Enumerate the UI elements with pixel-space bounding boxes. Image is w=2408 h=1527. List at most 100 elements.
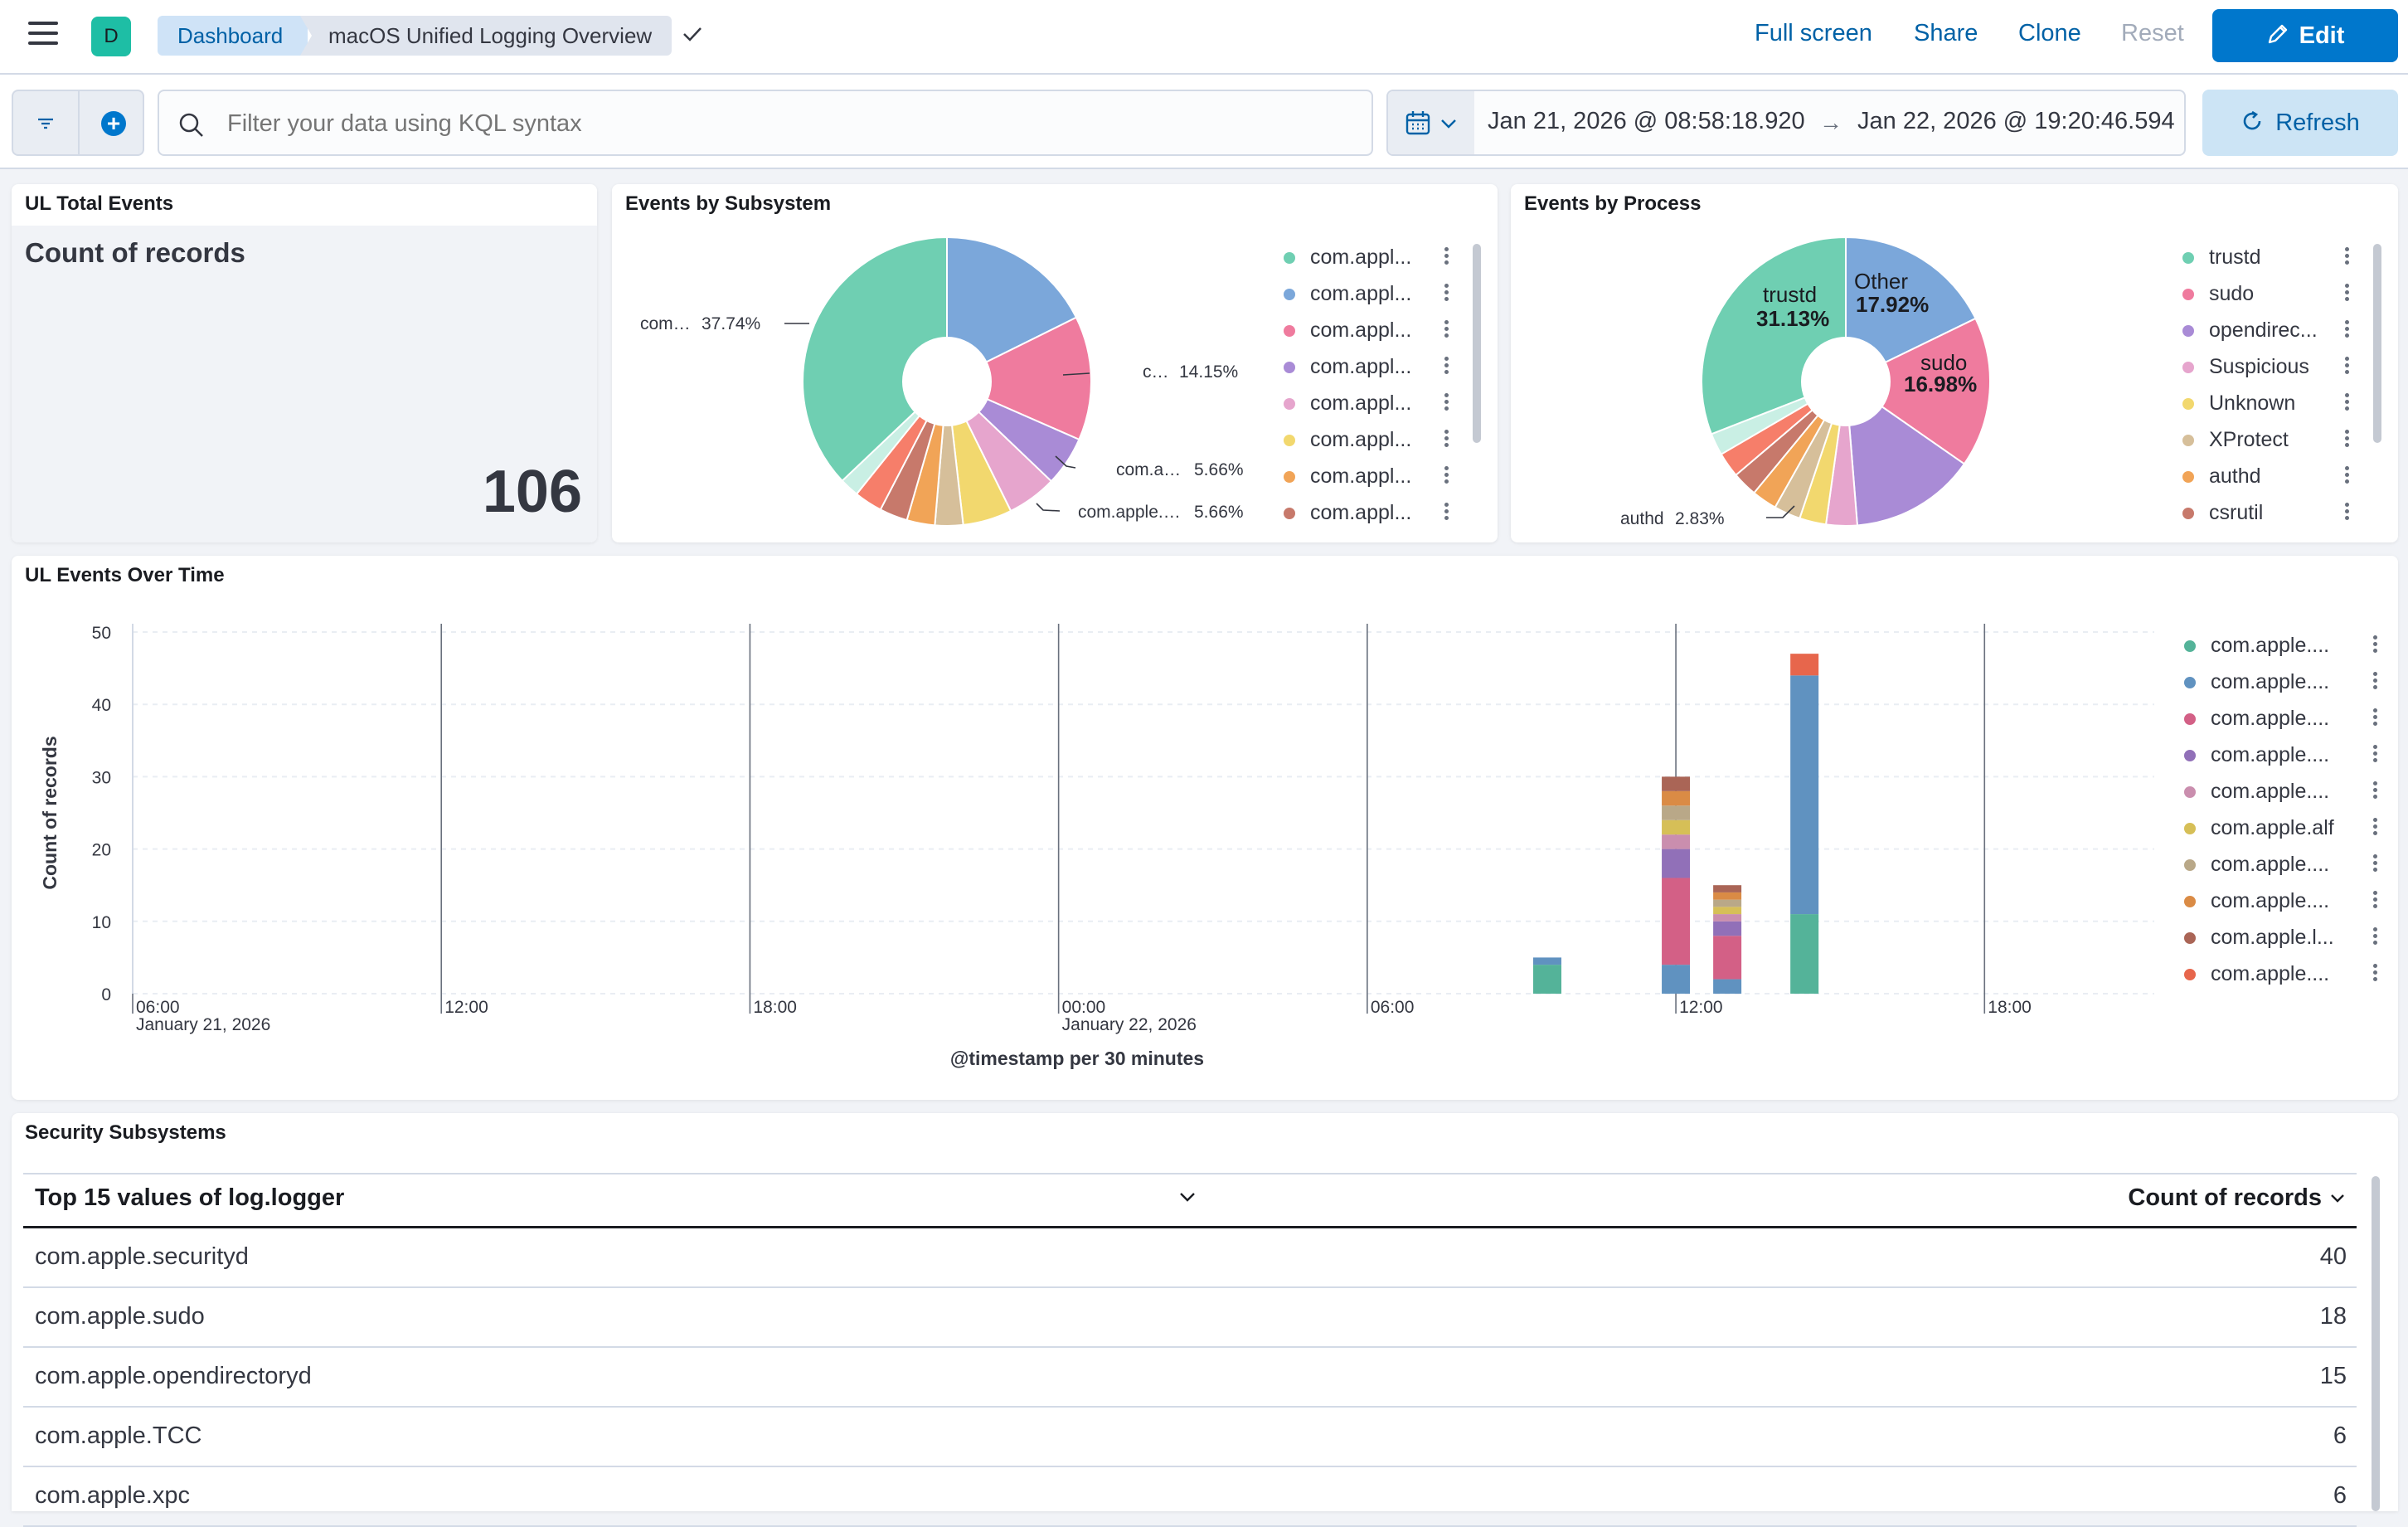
legend-item[interactable]: com.apple.... bbox=[2184, 886, 2400, 916]
bar-segment[interactable] bbox=[1662, 878, 1691, 965]
column-header-count[interactable]: Count of records bbox=[2128, 1184, 2347, 1212]
refresh-button[interactable]: Refresh bbox=[2202, 90, 2398, 156]
bar-segment[interactable] bbox=[1662, 805, 1691, 820]
bar-segment[interactable] bbox=[1713, 921, 1742, 936]
pie-slice[interactable] bbox=[944, 316, 1092, 441]
bar-segment[interactable] bbox=[1713, 907, 1742, 915]
pie-slice[interactable] bbox=[1844, 379, 1966, 527]
legend-item[interactable]: com.apple.... bbox=[2184, 849, 2400, 879]
bar-segment[interactable] bbox=[1662, 849, 1691, 878]
legend-actions-icon[interactable] bbox=[2345, 430, 2350, 450]
legend-actions-icon[interactable] bbox=[1444, 430, 1449, 450]
bar-segment[interactable] bbox=[1662, 965, 1691, 994]
legend-item[interactable]: com.apple.... bbox=[2184, 740, 2400, 770]
legend-actions-icon[interactable] bbox=[2373, 635, 2378, 655]
legend-actions-icon[interactable] bbox=[2373, 891, 2378, 911]
bar-segment[interactable] bbox=[1532, 957, 1561, 965]
table-scrollbar[interactable] bbox=[2372, 1176, 2380, 1511]
bar-segment[interactable] bbox=[1713, 979, 1742, 994]
legend-actions-icon[interactable] bbox=[2373, 818, 2378, 838]
legend-actions-icon[interactable] bbox=[2345, 393, 2350, 413]
legend-actions-icon[interactable] bbox=[2373, 854, 2378, 874]
pie-slice[interactable] bbox=[1844, 317, 1991, 465]
bar-segment[interactable] bbox=[1662, 790, 1691, 806]
pie-slice[interactable] bbox=[802, 236, 948, 483]
legend-actions-icon[interactable] bbox=[1444, 320, 1449, 340]
legend-item[interactable]: com.appl... bbox=[1284, 388, 1499, 418]
legend-actions-icon[interactable] bbox=[2373, 927, 2378, 947]
bar-segment[interactable] bbox=[1713, 914, 1742, 922]
bar-segment[interactable] bbox=[1790, 675, 1819, 915]
legend-scrollbar[interactable] bbox=[1473, 244, 1481, 443]
legend-actions-icon[interactable] bbox=[2345, 503, 2350, 523]
table-row[interactable]: com.apple.opendirectoryd 15 bbox=[23, 1346, 2357, 1408]
legend-item[interactable]: com.apple.alf bbox=[2184, 813, 2400, 843]
bar-segment[interactable] bbox=[1790, 654, 1819, 676]
bar-segment[interactable] bbox=[1662, 776, 1691, 791]
legend-item[interactable]: Suspicious bbox=[2182, 352, 2398, 382]
legend-actions-icon[interactable] bbox=[2345, 466, 2350, 486]
legend-item[interactable]: com.apple.... bbox=[2184, 667, 2400, 697]
clone-button[interactable]: Clone bbox=[2018, 20, 2081, 46]
legend-item[interactable]: csrutil bbox=[2182, 498, 2398, 528]
legend-actions-icon[interactable] bbox=[1444, 503, 1449, 523]
bar-segment[interactable] bbox=[1713, 892, 1742, 900]
bar-segment[interactable] bbox=[1790, 914, 1819, 994]
search-input[interactable] bbox=[226, 91, 1357, 156]
legend-item[interactable]: com.appl... bbox=[1284, 498, 1499, 528]
legend-actions-icon[interactable] bbox=[2373, 781, 2378, 801]
table-row[interactable]: com.apple.xpc 6 bbox=[23, 1466, 2357, 1527]
edit-button[interactable]: Edit bbox=[2212, 9, 2398, 62]
quick-date-menu[interactable] bbox=[1388, 91, 1474, 154]
legend-item[interactable]: com.apple.... bbox=[2184, 776, 2400, 806]
legend-item[interactable]: com.apple.... bbox=[2184, 630, 2400, 660]
legend-actions-icon[interactable] bbox=[1444, 247, 1449, 267]
legend-item[interactable]: com.appl... bbox=[1284, 352, 1499, 382]
legend-item[interactable]: Unknown bbox=[2182, 388, 2398, 418]
reset-button[interactable]: Reset bbox=[2121, 20, 2184, 46]
legend-item[interactable]: com.appl... bbox=[1284, 425, 1499, 455]
table-row[interactable]: com.apple.TCC 6 bbox=[23, 1406, 2357, 1467]
legend-item[interactable]: com.apple.... bbox=[2184, 703, 2400, 733]
date-end[interactable]: Jan 22, 2026 @ 19:20:46.594 bbox=[1857, 108, 2175, 134]
legend-actions-icon[interactable] bbox=[1444, 357, 1449, 377]
legend-item[interactable]: com.apple.l... bbox=[2184, 922, 2400, 952]
legend-item[interactable]: opendirec... bbox=[2182, 315, 2398, 345]
pie-slice[interactable] bbox=[946, 236, 1078, 383]
share-button[interactable]: Share bbox=[1914, 20, 1978, 46]
legend-actions-icon[interactable] bbox=[1444, 284, 1449, 304]
add-filter-icon[interactable]: + bbox=[101, 111, 126, 136]
legend-actions-icon[interactable] bbox=[2373, 745, 2378, 765]
legend-item[interactable]: com.appl... bbox=[1284, 242, 1499, 272]
chevron-down-icon[interactable] bbox=[1177, 1188, 1197, 1206]
legend-item[interactable]: XProtect bbox=[2182, 425, 2398, 455]
legend-item[interactable]: com.appl... bbox=[1284, 315, 1499, 345]
legend-item[interactable]: authd bbox=[2182, 461, 2398, 491]
menu-icon[interactable] bbox=[28, 22, 58, 50]
legend-actions-icon[interactable] bbox=[2373, 672, 2378, 692]
check-icon[interactable] bbox=[680, 22, 705, 46]
pie-slice[interactable] bbox=[1845, 236, 1977, 383]
column-header-logger[interactable]: Top 15 values of log.logger bbox=[35, 1184, 345, 1211]
bar-segment[interactable] bbox=[1713, 885, 1742, 892]
bar-segment[interactable] bbox=[1713, 936, 1742, 980]
legend-item[interactable]: com.appl... bbox=[1284, 461, 1499, 491]
legend-actions-icon[interactable] bbox=[2345, 357, 2350, 377]
legend-actions-icon[interactable] bbox=[2345, 247, 2350, 267]
legend-actions-icon[interactable] bbox=[2373, 964, 2378, 984]
full-screen-button[interactable]: Full screen bbox=[1755, 20, 1872, 46]
space-avatar[interactable]: D bbox=[91, 17, 131, 56]
table-row[interactable]: com.apple.sudo 18 bbox=[23, 1286, 2357, 1348]
bar-segment[interactable] bbox=[1662, 834, 1691, 849]
filter-menu-icon[interactable] bbox=[35, 113, 56, 134]
legend-scrollbar[interactable] bbox=[2373, 244, 2381, 443]
bar-segment[interactable] bbox=[1532, 965, 1561, 994]
legend-item[interactable]: com.apple.... bbox=[2184, 959, 2400, 989]
legend-actions-icon[interactable] bbox=[2373, 708, 2378, 728]
legend-item[interactable]: trustd bbox=[2182, 242, 2398, 272]
legend-item[interactable]: com.appl... bbox=[1284, 279, 1499, 309]
bar-segment[interactable] bbox=[1662, 819, 1691, 835]
legend-item[interactable]: sudo bbox=[2182, 279, 2398, 309]
legend-actions-icon[interactable] bbox=[1444, 393, 1449, 413]
legend-actions-icon[interactable] bbox=[2345, 320, 2350, 340]
